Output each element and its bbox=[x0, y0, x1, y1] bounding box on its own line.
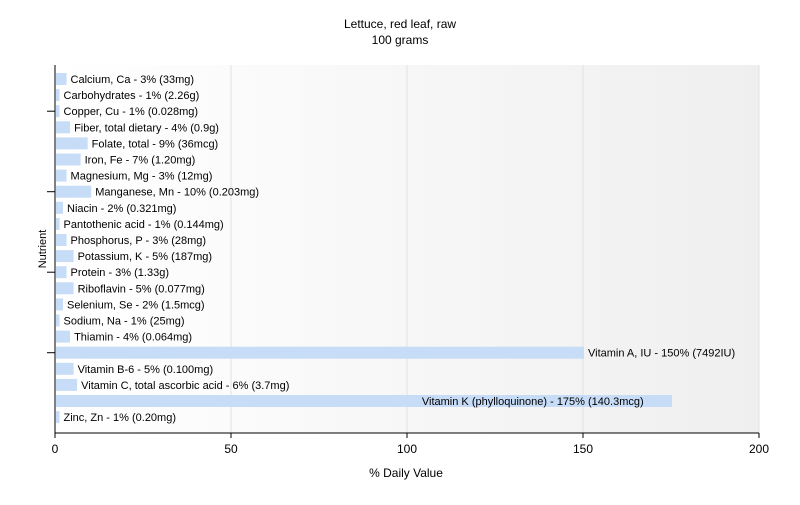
bar-14 bbox=[56, 298, 64, 311]
chart-subtitle: 100 grams bbox=[372, 33, 429, 47]
bar-label-15: Sodium, Na - 1% (25mg) bbox=[64, 316, 185, 328]
bar-9 bbox=[56, 217, 60, 230]
bar-label-6: Magnesium, Mg - 3% (12mg) bbox=[71, 171, 213, 183]
bar-13 bbox=[56, 282, 74, 295]
bar-label-21: Zinc, Zn - 1% (0.20mg) bbox=[64, 412, 176, 424]
bar-4 bbox=[56, 137, 88, 150]
bar-7 bbox=[56, 185, 92, 198]
bar-label-3: Fiber, total dietary - 4% (0.9g) bbox=[74, 122, 219, 134]
grid-lines bbox=[230, 65, 760, 433]
bar-3 bbox=[56, 121, 71, 134]
bar-label-2: Copper, Cu - 1% (0.028mg) bbox=[64, 106, 199, 118]
bar-2 bbox=[56, 105, 60, 118]
bar-20 bbox=[56, 395, 672, 407]
chart-title: Lettuce, red leaf, raw bbox=[344, 17, 456, 31]
x-tick-labels: 0 50 100 150 200 bbox=[52, 442, 770, 456]
bar-label-12: Protein - 3% (1.33g) bbox=[71, 267, 169, 279]
bar-label-17: Vitamin A, IU - 150% (7492IU) bbox=[588, 348, 735, 360]
bar-12 bbox=[56, 266, 67, 279]
bar-label-16: Thiamin - 4% (0.064mg) bbox=[74, 332, 192, 344]
bar-label-5: Iron, Fe - 7% (1.20mg) bbox=[85, 155, 196, 167]
bar-label-0: Calcium, Ca - 3% (33mg) bbox=[71, 74, 194, 86]
x-tick-label-0: 0 bbox=[52, 442, 59, 456]
x-axis-label: % Daily Value bbox=[369, 466, 443, 480]
bar-0 bbox=[56, 73, 67, 85]
x-tick-label-2: 100 bbox=[397, 442, 417, 456]
bar-label-9: Pantothenic acid - 1% (0.144mg) bbox=[64, 219, 224, 231]
x-tick-label-4: 200 bbox=[749, 442, 769, 456]
y-axis-label: Nutrient bbox=[37, 230, 49, 269]
bar-label-13: Riboflavin - 5% (0.077mg) bbox=[78, 283, 205, 295]
bar-1 bbox=[56, 89, 60, 102]
bar-10 bbox=[56, 234, 67, 246]
bar-19 bbox=[56, 378, 78, 391]
bars bbox=[56, 73, 672, 424]
bar-label-1: Carbohydrates - 1% (2.26g) bbox=[64, 90, 200, 102]
bar-label-19: Vitamin C, total ascorbic acid - 6% (3.7… bbox=[81, 380, 289, 392]
bar-21 bbox=[56, 411, 60, 424]
bar-label-7: Manganese, Mn - 10% (0.203mg) bbox=[95, 187, 259, 199]
bar-16 bbox=[56, 330, 71, 343]
bar-6 bbox=[56, 169, 67, 182]
bar-17 bbox=[56, 346, 584, 359]
bar-label-11: Potassium, K - 5% (187mg) bbox=[78, 251, 213, 263]
axes bbox=[47, 65, 760, 438]
bar-label-20: Vitamin K (phylloquinone) - 175% (140.3m… bbox=[422, 396, 644, 408]
bar-label-18: Vitamin B-6 - 5% (0.100mg) bbox=[78, 364, 214, 376]
bar-15 bbox=[56, 314, 60, 327]
bar-labels: Calcium, Ca - 3% (33mg) Carbohydrates - 1… bbox=[64, 74, 736, 424]
bar-18 bbox=[56, 362, 74, 375]
bar-5 bbox=[56, 153, 81, 166]
bar-label-14: Selenium, Se - 2% (1.5mcg) bbox=[67, 299, 205, 311]
bar-label-4: Folate, total - 9% (36mcg) bbox=[92, 138, 219, 150]
bar-11 bbox=[56, 250, 74, 263]
x-tick-label-3: 150 bbox=[573, 442, 593, 456]
bar-8 bbox=[56, 201, 64, 214]
bar-label-10: Phosphorus, P - 3% (28mg) bbox=[71, 235, 207, 247]
x-tick-label-1: 50 bbox=[224, 442, 238, 456]
bar-label-8: Niacin - 2% (0.321mg) bbox=[67, 203, 176, 215]
